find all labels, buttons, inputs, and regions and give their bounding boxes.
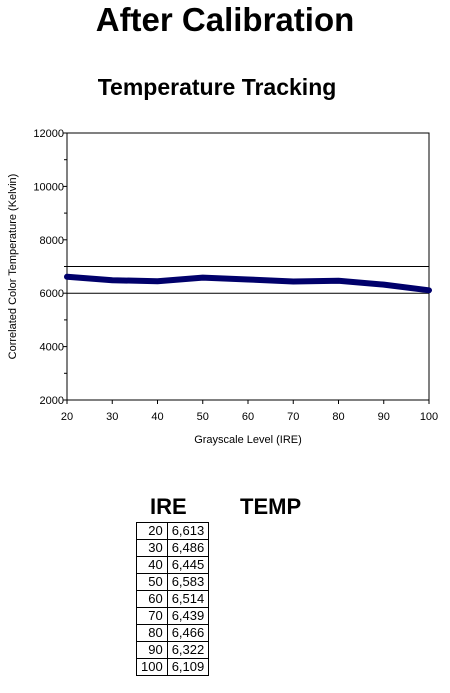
data-table-body: 20 6,613 30 6,486 40 6,445 50 6,583 60 6,514 70 6,4… [136, 522, 210, 676]
cell-ire: 40 [136, 556, 168, 574]
x-tick-label: 80 [332, 411, 344, 423]
cell-ire: 100 [136, 658, 168, 676]
header-ire: IRE [150, 494, 187, 519]
x-tick-label: 70 [287, 411, 299, 423]
table-row: 90 6,322 [136, 641, 210, 659]
table-row: 20 6,613 [136, 522, 210, 540]
cell-ire: 90 [136, 641, 168, 659]
x-tick-label: 60 [242, 411, 254, 423]
cell-temp: 6,583 [166, 573, 210, 591]
table-row: 50 6,583 [136, 573, 210, 591]
cell-temp: 6,613 [166, 522, 210, 540]
cell-temp: 6,322 [166, 641, 210, 659]
x-tick-label: 90 [378, 411, 390, 423]
y-tick-label: 6000 [40, 288, 64, 300]
y-tick-label: 8000 [40, 235, 64, 247]
y-tick-label: 12000 [33, 128, 64, 140]
table-row: 40 6,445 [136, 556, 210, 574]
x-tick-label: 100 [420, 411, 438, 423]
temperature-tracking-chart: 2000 4000 6000 8000 10000 12000 20 30 40 50 60 70 8… [7, 128, 438, 446]
cell-ire: 20 [136, 522, 168, 540]
y-tick-label: 2000 [40, 395, 64, 407]
cell-ire: 80 [136, 624, 168, 642]
cell-ire: 30 [136, 539, 168, 557]
x-axis-label: Grayscale Level (IRE) [194, 434, 302, 446]
cell-ire: 50 [136, 573, 168, 591]
table-row: 100 6,109 [136, 658, 210, 676]
chart-title: Temperature Tracking [97, 74, 337, 100]
reference-lines [67, 266, 429, 294]
x-tick-label: 40 [151, 411, 163, 423]
x-tick-label: 50 [197, 411, 209, 423]
x-tick-label: 20 [61, 411, 73, 423]
page-title: After Calibration [95, 1, 355, 38]
table-row: 70 6,439 [136, 607, 210, 625]
cell-temp: 6,486 [166, 539, 210, 557]
cell-temp: 6,109 [166, 658, 210, 676]
cell-temp: 6,466 [166, 624, 210, 642]
x-tick-label: 30 [106, 411, 118, 423]
cell-temp: 6,514 [166, 590, 210, 608]
y-axis: 2000 4000 6000 8000 10000 12000 [33, 128, 67, 407]
table-row: 60 6,514 [136, 590, 210, 608]
table-row: 30 6,486 [136, 539, 210, 557]
table-row: 80 6,466 [136, 624, 210, 642]
y-axis-label: Correlated Color Temperature (Kelvin) [7, 174, 19, 360]
series-line [64, 273, 432, 294]
x-axis: 20 30 40 50 60 70 80 90 100 [61, 400, 438, 423]
cell-temp: 6,439 [166, 607, 210, 625]
cell-temp: 6,445 [166, 556, 210, 574]
header-temp: TEMP [240, 494, 302, 519]
cell-ire: 70 [136, 607, 168, 625]
y-tick-label: 10000 [33, 181, 64, 193]
cell-ire: 60 [136, 590, 168, 608]
y-tick-label: 4000 [40, 342, 64, 354]
